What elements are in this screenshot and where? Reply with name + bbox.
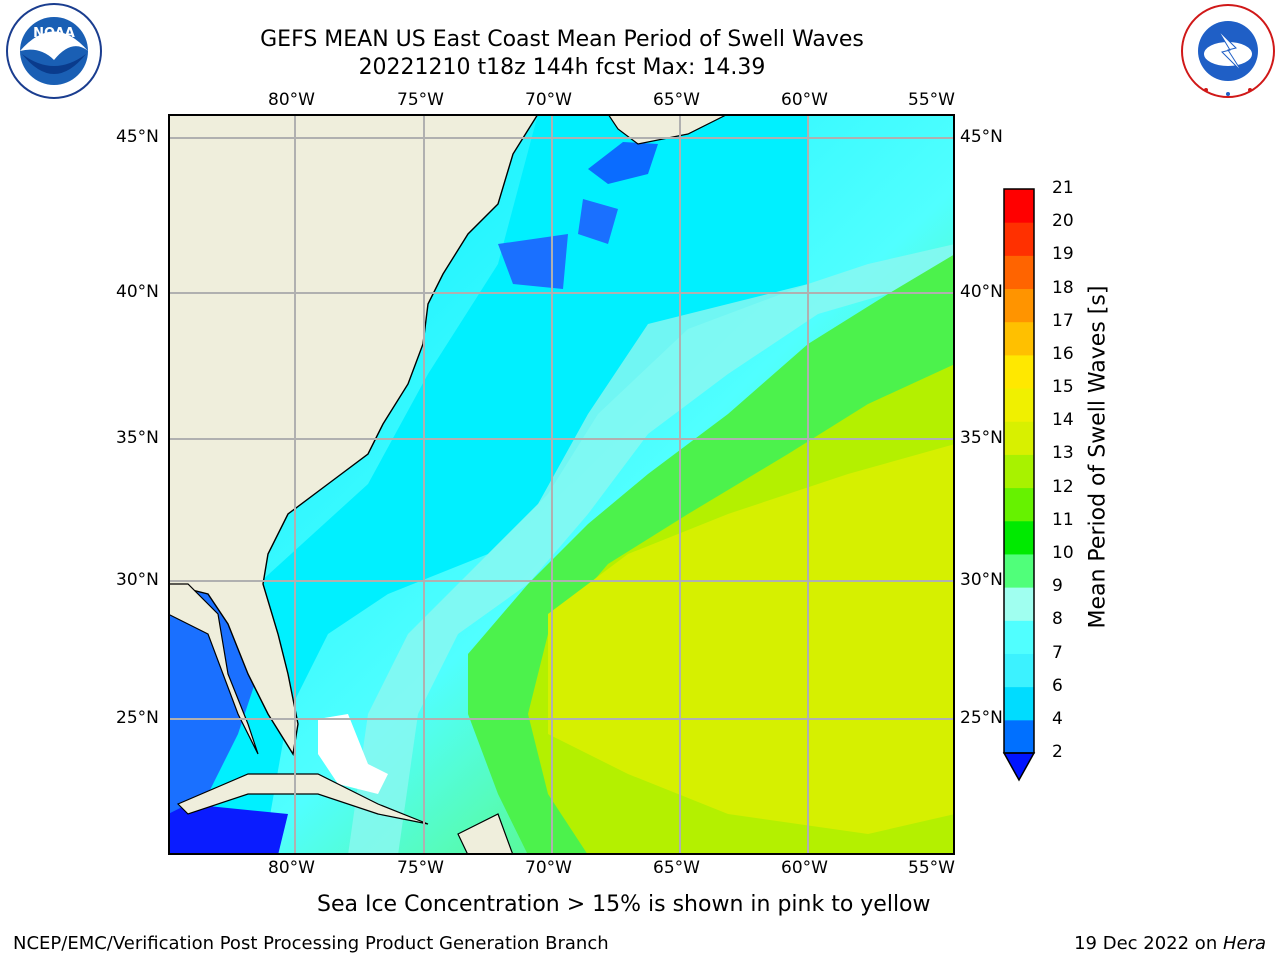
lat-label-left-45n: 45°N: [116, 127, 159, 147]
lon-label-bottom-70w: 70°W: [525, 858, 572, 878]
colorbar-block: [1004, 719, 1034, 754]
lon-label-top-70w: 70°W: [525, 90, 572, 110]
lat-label-right-30n: 30°N: [960, 570, 1003, 590]
graticule: [168, 114, 955, 855]
colorbar-blocks: [1004, 189, 1034, 754]
colorbar-block: [1004, 321, 1034, 356]
colorbar-tick-label: 19: [1052, 244, 1074, 265]
colorbar-block: [1004, 587, 1034, 621]
colorbar-tick-label: 4: [1052, 708, 1063, 729]
swell-band-lightcyan: [348, 244, 955, 855]
colorbar-tick-label: 11: [1052, 509, 1074, 530]
lat-label-right-40n: 40°N: [960, 282, 1003, 302]
colorbar-tick-label: 2: [1052, 742, 1063, 762]
swell-patch-blue-2: [498, 234, 568, 289]
colorbar-tick-label: 18: [1052, 277, 1074, 298]
colorbar-tick-label: 16: [1052, 343, 1074, 364]
map-title: GEFS MEAN US East Coast Mean Period of S…: [260, 27, 864, 52]
lat-label-left-30n: 30°N: [116, 570, 159, 590]
colorbar-block: [1004, 222, 1034, 256]
lon-label-bottom-60w: 60°W: [781, 858, 828, 878]
swell-band-yellow: [548, 444, 955, 834]
colorbar-block: [1004, 620, 1034, 654]
credit-left: NCEP/EMC/Verification Post Processing Pr…: [13, 933, 609, 954]
credit-machine: Hera: [1222, 933, 1266, 954]
cuba-land: [176, 773, 429, 825]
colorbar-block: [1004, 686, 1034, 721]
sea-ice-note: Sea Ice Concentration > 15% is shown in …: [317, 892, 931, 917]
colorbar-tick-label: 6: [1052, 675, 1063, 696]
colorbar-tick-label: 20: [1052, 211, 1074, 232]
caribbean-blue-patch: [168, 804, 288, 855]
lat-label-right-35n: 35°N: [960, 428, 1003, 448]
colorbar-under-arrow: [1002, 752, 1036, 782]
swell-band-cyan: [168, 114, 808, 855]
colorbar-tick-label: 13: [1052, 443, 1074, 464]
colorbar-tick-label: 8: [1052, 609, 1063, 630]
lat-label-left-35n: 35°N: [116, 428, 159, 448]
lon-label-bottom-55w: 55°W: [908, 858, 955, 878]
lon-label-top-75w: 75°W: [397, 90, 444, 110]
noaa-logo-text: NOAA: [33, 26, 75, 41]
colorbar-block: [1004, 653, 1034, 688]
lon-label-top-60w: 60°W: [781, 90, 828, 110]
no-data-patch: [318, 714, 388, 794]
credit-right: 19 Dec 2022 on Hera: [1074, 933, 1266, 954]
colorbar: [1002, 188, 1036, 782]
colorbar-tick-label: 14: [1052, 410, 1074, 431]
colorbar-tick-label: 17: [1052, 310, 1074, 331]
lon-label-top-80w: 80°W: [268, 90, 315, 110]
lat-label-left-40n: 40°N: [116, 282, 159, 302]
noaa-logo-icon: NOAA: [6, 3, 102, 99]
colorbar-block: [1004, 421, 1034, 455]
colorbar-block: [1004, 189, 1034, 223]
colorbar-block: [1004, 520, 1034, 555]
colorbar-block: [1004, 288, 1034, 323]
map-subtitle: 20221210 t18z 144h fcst Max: 14.39: [358, 55, 766, 80]
lat-label-left-25n: 25°N: [116, 708, 159, 728]
colorbar-tick-label: 10: [1052, 542, 1074, 563]
lon-label-top-65w: 65°W: [653, 90, 700, 110]
map-canvas: [168, 114, 955, 855]
colorbar-block: [1004, 454, 1034, 489]
colorbar-block: [1004, 354, 1034, 389]
lon-label-bottom-80w: 80°W: [268, 858, 315, 878]
colorbar-frame: [1003, 188, 1035, 754]
colorbar-block: [1004, 255, 1034, 290]
hispaniola-land: [457, 813, 514, 855]
florida-gulf-coast: [168, 583, 259, 755]
swell-patch-blue-3: [578, 199, 618, 244]
lon-label-bottom-75w: 75°W: [397, 858, 444, 878]
colorbar-tick-label: 9: [1052, 576, 1063, 597]
colorbar-tick-label: 15: [1052, 377, 1074, 398]
lat-label-right-25n: 25°N: [960, 708, 1003, 728]
lon-label-bottom-65w: 65°W: [653, 858, 700, 878]
colorbar-tick-label: 7: [1052, 642, 1063, 663]
colorbar-tick-label: 21: [1052, 178, 1074, 198]
swell-period-map: [168, 114, 955, 855]
map-frame: [168, 114, 955, 855]
swell-patch-blue-1: [588, 142, 658, 184]
colorbar-tick-label: 12: [1052, 476, 1074, 497]
colorbar-block: [1004, 487, 1034, 522]
lon-label-top-55w: 55°W: [908, 90, 955, 110]
credit-date: 19 Dec 2022 on: [1074, 933, 1223, 954]
colorbar-block: [1004, 388, 1034, 422]
north-america-land: [168, 114, 539, 756]
nws-logo-icon: [1181, 4, 1275, 98]
colorbar-title: Mean Period of Swell Waves [s]: [1085, 285, 1111, 629]
lat-label-right-45n: 45°N: [960, 127, 1003, 147]
colorbar-block: [1004, 553, 1034, 588]
